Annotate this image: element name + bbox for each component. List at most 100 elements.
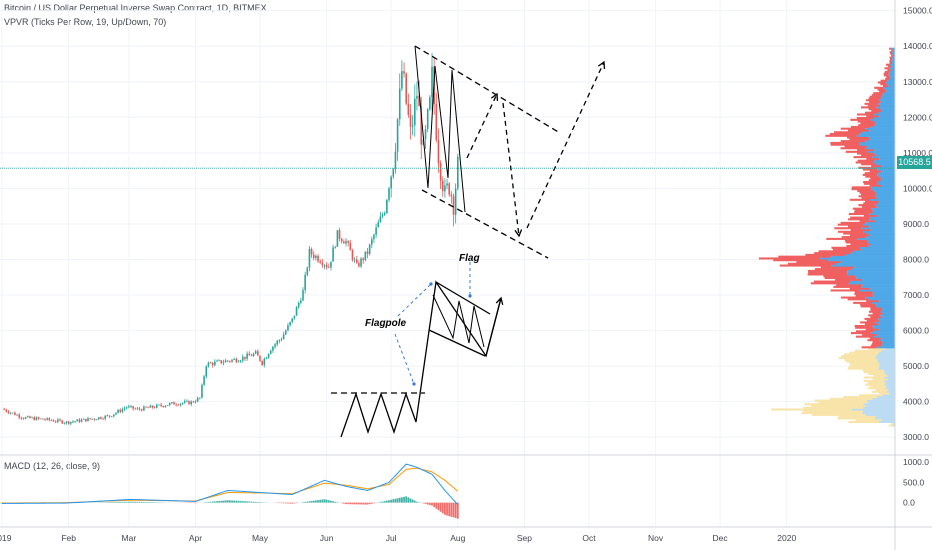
candle-body (308, 248, 311, 268)
vpvr-bar-up (872, 324, 895, 328)
vpvr-bar-down (847, 129, 870, 132)
vpvr-bar-down (854, 324, 873, 328)
price-tick-label: 13000.0 (903, 77, 932, 87)
macd-histogram-bar (239, 500, 242, 503)
candle-body (330, 261, 332, 268)
price-tick-label: 15000.0 (903, 6, 932, 16)
vpvr-bar-down (855, 326, 874, 329)
vpvr-bar-up (884, 383, 895, 386)
vpvr-bar-up (865, 296, 895, 299)
vpvr-bar-up (878, 328, 895, 331)
vpvr-bar-up (881, 164, 895, 168)
candle-body (254, 351, 257, 354)
vpvr-bar-down (834, 131, 862, 134)
candle-body (265, 357, 268, 359)
vpvr-bar-down (837, 223, 864, 226)
vpvr-bar-down (796, 260, 841, 264)
candle-body (431, 66, 433, 98)
candle-body (439, 163, 442, 181)
price-tick-label: 6000.0 (903, 326, 929, 336)
vpvr-bar-down (867, 339, 880, 342)
vpvr-bar-up (872, 291, 895, 294)
vpvr-bar-up (865, 413, 895, 416)
candle-body (401, 71, 403, 89)
vpvr-bar-down (864, 102, 879, 105)
candle-body (82, 418, 85, 420)
vpvr-bar-down (877, 81, 886, 84)
vpvr-bar-up (878, 365, 895, 368)
macd-histogram-bar (401, 497, 403, 503)
vpvr-bar-down (873, 374, 888, 377)
vpvr-bar-down (859, 191, 876, 194)
vpvr-bar-up (872, 301, 895, 304)
price-tick-label: 12000.0 (903, 112, 932, 122)
vpvr-bar-up (883, 369, 895, 372)
macd-histogram-bar (345, 502, 347, 505)
vpvr-bar-up (869, 225, 895, 228)
macd-histogram-bar (211, 501, 214, 503)
vpvr-bar-up (890, 69, 895, 72)
vpvr-bar-up (892, 49, 895, 52)
candle-body (156, 404, 158, 408)
candle-body (74, 421, 76, 423)
vpvr-bar-down (858, 124, 875, 127)
candle-body (276, 340, 278, 345)
vpvr-bar-up (888, 388, 895, 392)
vpvr-bar-down (830, 289, 860, 292)
vpvr-bar-up (889, 70, 895, 73)
vpvr-bar-up (868, 136, 895, 139)
candle-body (321, 262, 324, 266)
candle-body (394, 151, 397, 169)
vpvr-bar-up (865, 404, 895, 408)
flagpole-pointer-1 (397, 283, 432, 317)
vpvr-bar-down (855, 294, 874, 297)
vpvr-bar-up (868, 401, 895, 404)
wedge-zigzag (414, 45, 466, 213)
macd-tick-label: 1000.0 (903, 457, 929, 467)
vpvr-bar-up (877, 182, 895, 185)
vpvr-bar-up (886, 390, 895, 393)
macd-histogram-bar (246, 501, 248, 503)
wedge-bottom-line (421, 189, 549, 259)
vpvr-bar-down (824, 276, 857, 280)
vpvr-bar-down (833, 285, 862, 288)
vpvr-bar-down (859, 220, 876, 223)
candle-body (336, 230, 339, 247)
vpvr-bar-down (868, 314, 881, 317)
macd-histogram-bar (138, 501, 141, 503)
candle-body (390, 176, 392, 189)
candle-body (405, 73, 407, 104)
vpvr-bar-up (881, 177, 895, 180)
vpvr-bar-up (876, 205, 895, 208)
vpvr-bar-up (877, 173, 895, 176)
vpvr-bar-up (893, 422, 895, 425)
vpvr-bar-up (869, 218, 895, 221)
candle-body (323, 265, 326, 266)
vpvr-bar-up (892, 54, 895, 57)
candle-body (334, 246, 337, 248)
candle-body (250, 355, 253, 357)
time-tick-label: Sep (517, 533, 532, 543)
vpvr-bar-up (875, 321, 895, 324)
vpvr-bar-down (861, 193, 877, 196)
vpvr-bar-down (848, 218, 870, 221)
candle-body (257, 351, 259, 356)
vpvr-bar-down (891, 49, 893, 52)
vpvr-bar-up (878, 367, 895, 370)
vpvr-bar-down (860, 122, 877, 125)
candle-body (246, 353, 248, 359)
vpvr-bar-down (868, 372, 886, 376)
macd-histogram-bar (452, 502, 455, 518)
vpvr-bar-down (854, 292, 873, 296)
vpvr-bar-up (862, 412, 895, 415)
candle-body (295, 307, 298, 316)
vpvr-bar-down (872, 342, 883, 345)
vpvr-bar-down (861, 196, 877, 200)
vpvr-bar-down (844, 239, 868, 242)
candle-body (24, 417, 27, 419)
macd-histogram-bar (282, 502, 285, 504)
candle-body (44, 419, 46, 421)
macd-histogram-bar (390, 499, 393, 503)
candle-body (132, 406, 134, 409)
